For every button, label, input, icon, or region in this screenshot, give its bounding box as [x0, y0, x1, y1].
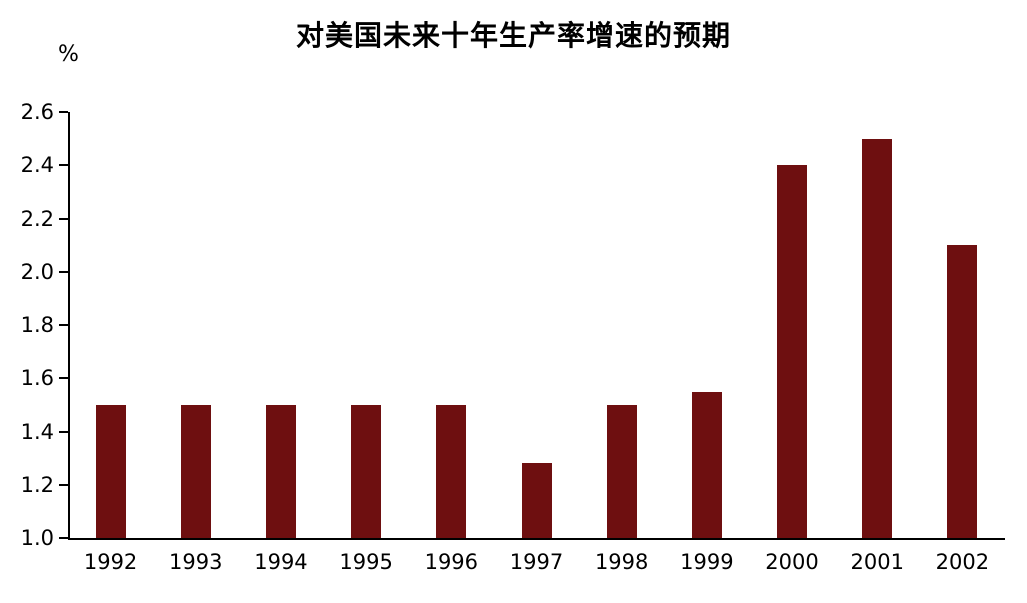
y-tick-mark	[59, 324, 68, 326]
x-axis-tick-label: 1994	[254, 550, 308, 574]
y-tick-mark	[59, 483, 68, 486]
y-tick-mark	[59, 377, 68, 380]
x-axis-tick-label: 1993	[169, 550, 223, 574]
x-axis-tick-label: 1996	[424, 550, 479, 574]
bar-1993	[180, 404, 211, 538]
x-axis-tick-label: 1995	[339, 550, 393, 574]
y-axis-tick-label: 1.4	[20, 419, 54, 444]
bar-2000	[777, 165, 808, 538]
plot-area: 1.0 1.2 1.4 1.6 1.8 2.0 2.2 2.4 2.6 1992 1993 1994…	[21, 100, 1005, 574]
y-axis-tick-label: 2.6	[20, 100, 54, 124]
y-axis-tick-label: 2.2	[20, 206, 54, 231]
x-axis-tick-label: 1998	[594, 550, 649, 574]
x-axis-tick-label: 2001	[850, 550, 904, 574]
chart-title: 对美国未来十年生产率增速的预期	[295, 19, 731, 52]
bar-1995	[351, 404, 382, 538]
y-axis-unit-label: %	[58, 42, 79, 67]
x-axis-line	[68, 538, 1005, 540]
bar-2002	[947, 245, 978, 538]
y-axis-tick-label: 1.0	[20, 526, 54, 550]
bar-1992	[95, 404, 126, 538]
x-axis-tick-label: 1999	[680, 550, 734, 574]
y-axis-line	[68, 112, 70, 538]
bar-1996	[436, 404, 467, 538]
x-axis-tick-label: 1992	[83, 550, 138, 574]
x-axis-tick-label: 1997	[509, 550, 564, 574]
y-tick-mark	[59, 537, 68, 539]
y-axis-tick-label: 2.4	[20, 153, 54, 178]
y-axis-tick-label: 1.6	[20, 366, 54, 391]
bar-1994	[265, 404, 296, 538]
y-tick-mark	[59, 430, 68, 433]
x-axis-tick-label: 2000	[765, 550, 819, 574]
x-axis-tick-label: 2002	[935, 550, 990, 574]
y-tick-mark	[59, 270, 68, 273]
bar-1999	[691, 391, 722, 538]
bar-1998	[606, 404, 637, 538]
y-tick-mark	[59, 164, 68, 167]
bar-2001	[862, 138, 893, 538]
y-axis-tick-label: 1.8	[20, 313, 54, 337]
y-axis-tick-label: 2.0	[20, 259, 54, 284]
y-axis-tick-label: 1.2	[20, 472, 54, 497]
y-tick-mark	[59, 111, 68, 113]
y-tick-mark	[59, 217, 68, 220]
bar-1997	[521, 463, 552, 538]
